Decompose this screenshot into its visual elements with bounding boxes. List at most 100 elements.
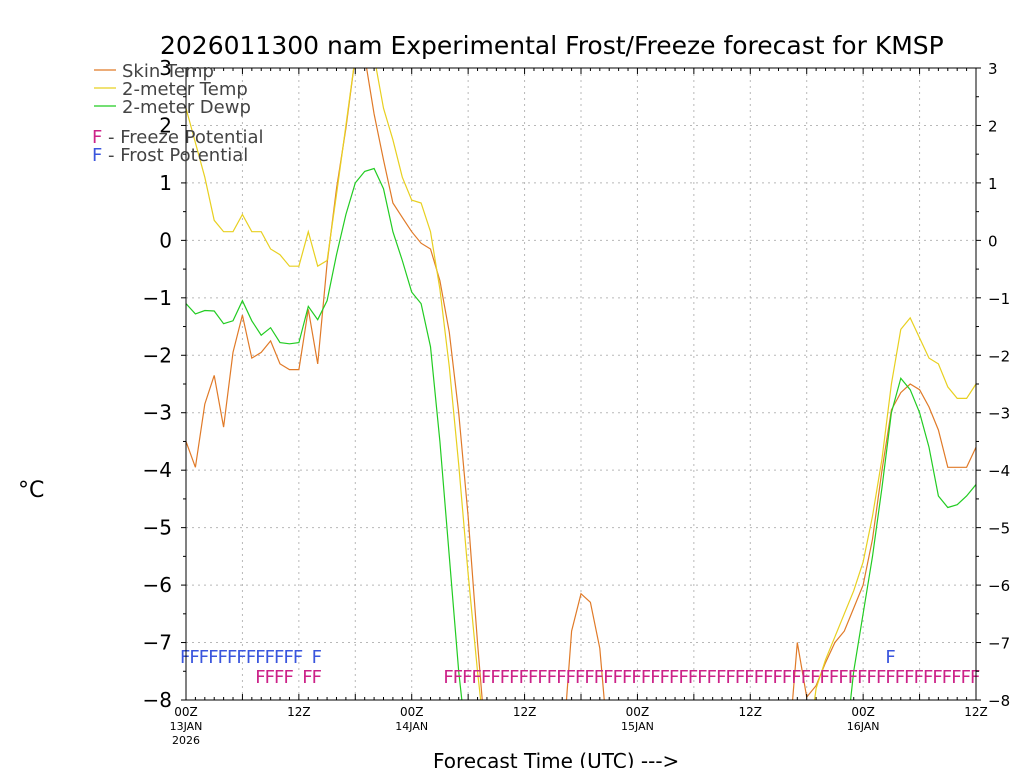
frost-potential-marker: F: [199, 647, 209, 668]
y-tick-label-left: 3: [159, 56, 172, 80]
y-axis-ticks: −8 −8 −7 −7 −6 −6 −5 −5 −4 −4 −3 −3 −2 −2 −1 −1 0 0 1 1 2 2 3 3: [143, 56, 1011, 712]
freeze-potential-marker: F: [660, 667, 670, 688]
freeze-potential-marker: F: [942, 667, 952, 688]
freeze-potential-marker: F: [453, 667, 463, 688]
frost-potential-marker: F: [283, 647, 293, 668]
freeze-potential-marker: F: [914, 667, 924, 688]
freeze-potential-marker: F: [970, 667, 980, 688]
freeze-potential-marker: F: [537, 667, 547, 688]
y-tick-label-left: −4: [143, 458, 172, 482]
legend-marker-label: - Frost Potential: [108, 145, 248, 166]
x-tick-date-label: 14JAN: [395, 720, 428, 733]
freeze-potential-marker: F: [500, 667, 510, 688]
series-line-skin-temp: [186, 68, 976, 700]
y-tick-label-right: 2: [988, 117, 998, 135]
y-tick-label-left: −6: [143, 573, 172, 597]
y-tick-label-left: −1: [143, 286, 172, 310]
freeze-potential-marker: F: [773, 667, 783, 688]
y-axis-label: °C: [18, 478, 44, 503]
legend-label: 2-meter Temp: [122, 79, 248, 100]
y-tick-label-left: 0: [159, 228, 172, 252]
y-tick-label-left: 1: [159, 171, 172, 195]
freeze-potential-marker: F: [961, 667, 971, 688]
y-tick-label-right: 0: [988, 232, 998, 250]
freeze-potential-marker: F: [566, 667, 576, 688]
freeze-potential-marker: F: [820, 667, 830, 688]
y-tick-label-left: −8: [143, 688, 172, 712]
freeze-potential-marker: F: [885, 667, 895, 688]
freeze-potential-marker: F: [904, 667, 914, 688]
y-tick-label-right: 1: [988, 175, 998, 193]
legend-marker-label: - Freeze Potential: [108, 127, 264, 148]
y-tick-label-right: −6: [988, 577, 1010, 595]
freeze-potential-marker: F: [763, 667, 773, 688]
y-tick-label-right: −7: [988, 635, 1010, 653]
y-tick-label-left: −2: [143, 343, 172, 367]
x-tick-label: 12Z: [513, 705, 537, 719]
freeze-potential-marker: F: [848, 667, 858, 688]
frost-potential-marker: F: [208, 647, 218, 668]
y-tick-label-left: −3: [143, 401, 172, 425]
freeze-potential-marker: F: [481, 667, 491, 688]
freeze-potential-marker: F: [923, 667, 933, 688]
freeze-potential-marker: F: [302, 667, 312, 688]
x-tick-label: 12Z: [964, 705, 988, 719]
x-tick-date-label: 13JAN: [170, 720, 203, 733]
frost-potential-marker: F: [189, 647, 199, 668]
y-tick-label-right: −8: [988, 692, 1010, 710]
series-layer: [186, 68, 976, 700]
freeze-potential-marker: F: [462, 667, 472, 688]
freeze-potential-marker: F: [744, 667, 754, 688]
series-line-2-meter-temp: [186, 68, 976, 700]
freeze-potential-marker: F: [613, 667, 623, 688]
x-tick-label: 00Z: [174, 705, 198, 719]
freeze-potential-marker: F: [274, 667, 284, 688]
frost-potential-marker: F: [180, 647, 190, 668]
freeze-potential-marker: F: [782, 667, 792, 688]
freeze-potential-marker: F: [622, 667, 632, 688]
freeze-potential-marker: F: [650, 667, 660, 688]
freeze-potential-marker: F: [688, 667, 698, 688]
freeze-potential-marker: F: [594, 667, 604, 688]
freeze-potential-marker: F: [669, 667, 679, 688]
freeze-potential-marker: F: [283, 667, 293, 688]
frost-potential-marker: F: [246, 647, 256, 668]
freeze-potential-marker: F: [631, 667, 641, 688]
y-tick-label-left: 2: [159, 113, 172, 137]
freeze-potential-marker: F: [528, 667, 538, 688]
x-tick-label: 00Z: [851, 705, 875, 719]
freeze-potential-marker: F: [547, 667, 557, 688]
x-axis-label: Forecast Time (UTC) --->: [433, 749, 679, 768]
x-tick-year-label: 2026: [172, 734, 200, 747]
freeze-potential-marker: F: [951, 667, 961, 688]
freeze-potential-marker: F: [867, 667, 877, 688]
freeze-potential-marker: F: [801, 667, 811, 688]
y-tick-label-left: −7: [143, 631, 172, 655]
freeze-potential-marker: F: [735, 667, 745, 688]
frost-potential-marker: F: [265, 647, 275, 668]
y-tick-label-right: −4: [988, 462, 1010, 480]
y-tick-label-left: −5: [143, 516, 172, 540]
freeze-potential-marker: F: [255, 667, 265, 688]
freeze-potential-marker: F: [707, 667, 717, 688]
frost-potential-marker: F: [293, 647, 303, 668]
freeze-potential-marker: F: [575, 667, 585, 688]
freeze-potential-marker: F: [791, 667, 801, 688]
legend-label: Skin Temp: [122, 61, 214, 82]
freeze-potential-marker: F: [509, 667, 519, 688]
legend-marker-glyph: F: [92, 127, 102, 148]
x-tick-label: 00Z: [400, 705, 424, 719]
frost-potential-marker: F: [236, 647, 246, 668]
freeze-potential-marker: F: [857, 667, 867, 688]
freeze-potential-marker: F: [829, 667, 839, 688]
freeze-potential-marker: F: [603, 667, 613, 688]
series-line-2-meter-dewp: [186, 167, 976, 700]
freeze-potential-marker: F: [895, 667, 905, 688]
freeze-potential-marker: F: [716, 667, 726, 688]
potential-markers: F F F F F F F F F F F F F F FF F F F F F F F F F F F F F F F F F F F F F F F F…: [180, 647, 980, 688]
x-tick-date-label: 16JAN: [847, 720, 880, 733]
freeze-potential-marker: F: [725, 667, 735, 688]
